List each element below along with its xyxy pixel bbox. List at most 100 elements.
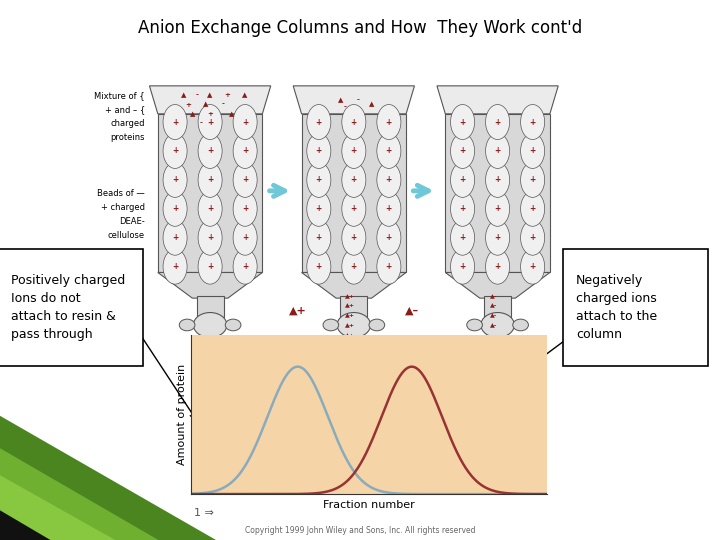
Text: +: + xyxy=(459,204,466,213)
Ellipse shape xyxy=(198,133,222,168)
Ellipse shape xyxy=(377,220,401,255)
Circle shape xyxy=(481,313,514,338)
Ellipse shape xyxy=(451,133,474,168)
Text: +: + xyxy=(242,176,248,184)
Text: charged: charged xyxy=(110,119,145,127)
Circle shape xyxy=(369,319,384,331)
Text: DEAE-: DEAE- xyxy=(119,217,145,226)
Text: +: + xyxy=(495,262,500,271)
Ellipse shape xyxy=(163,163,187,197)
Text: Anion Exchange Columns and How  They Work cont'd: Anion Exchange Columns and How They Work… xyxy=(138,19,582,37)
Polygon shape xyxy=(158,273,262,298)
Text: ▲-: ▲- xyxy=(490,313,497,319)
Polygon shape xyxy=(302,273,406,298)
Text: +: + xyxy=(529,204,536,213)
Ellipse shape xyxy=(342,133,366,168)
Ellipse shape xyxy=(485,249,510,284)
Text: ▲+: ▲+ xyxy=(289,306,307,316)
Ellipse shape xyxy=(377,191,401,226)
Polygon shape xyxy=(0,475,115,540)
Ellipse shape xyxy=(377,105,401,139)
Ellipse shape xyxy=(233,163,257,197)
Text: +: + xyxy=(242,262,248,271)
Text: proteins: proteins xyxy=(110,133,145,141)
Ellipse shape xyxy=(451,220,474,255)
Text: +: + xyxy=(351,146,357,156)
Ellipse shape xyxy=(198,249,222,284)
Text: cellulose: cellulose xyxy=(107,231,145,240)
Text: +: + xyxy=(315,146,322,156)
Text: -: - xyxy=(343,104,346,110)
Text: -: - xyxy=(200,120,203,126)
Polygon shape xyxy=(0,448,158,540)
Ellipse shape xyxy=(233,220,257,255)
Ellipse shape xyxy=(451,163,474,197)
Text: +: + xyxy=(242,118,248,126)
Text: Positively charged
Ions do not
attach to resin &
pass through: Positively charged Ions do not attach to… xyxy=(11,274,125,341)
Text: Mixture of {: Mixture of { xyxy=(94,91,145,100)
Ellipse shape xyxy=(233,249,257,284)
Ellipse shape xyxy=(521,220,544,255)
Text: ▲+: ▲+ xyxy=(344,294,354,299)
Text: ▲: ▲ xyxy=(369,102,374,107)
Text: +: + xyxy=(459,118,466,126)
Text: +: + xyxy=(495,204,500,213)
Ellipse shape xyxy=(307,249,331,284)
Ellipse shape xyxy=(198,191,222,226)
Text: +: + xyxy=(185,102,192,107)
Ellipse shape xyxy=(198,105,222,139)
Text: Negatively
charged ions
attach to the
column: Negatively charged ions attach to the co… xyxy=(576,274,657,341)
Text: +: + xyxy=(529,233,536,242)
Ellipse shape xyxy=(377,133,401,168)
FancyBboxPatch shape xyxy=(158,114,262,273)
Ellipse shape xyxy=(198,220,222,255)
Ellipse shape xyxy=(377,249,401,284)
Ellipse shape xyxy=(163,105,187,139)
Text: +: + xyxy=(207,204,213,213)
Text: +: + xyxy=(172,146,178,156)
Circle shape xyxy=(337,313,371,338)
Ellipse shape xyxy=(485,220,510,255)
Text: +: + xyxy=(386,146,392,156)
Text: +: + xyxy=(207,233,213,242)
X-axis label: Fraction number: Fraction number xyxy=(323,500,415,510)
Text: +: + xyxy=(172,204,178,213)
Text: +: + xyxy=(529,176,536,184)
Ellipse shape xyxy=(485,163,510,197)
FancyBboxPatch shape xyxy=(302,114,406,273)
Text: +: + xyxy=(315,176,322,184)
Text: +: + xyxy=(242,146,248,156)
Ellipse shape xyxy=(198,163,222,197)
Ellipse shape xyxy=(163,220,187,255)
Text: -: - xyxy=(357,97,359,103)
Ellipse shape xyxy=(451,249,474,284)
Text: ▲+: ▲+ xyxy=(344,313,354,319)
Text: Copyright 1999 John Wiley and Sons, Inc. All rights reserved: Copyright 1999 John Wiley and Sons, Inc.… xyxy=(245,525,475,535)
Ellipse shape xyxy=(307,220,331,255)
Text: 1 ⇒: 1 ⇒ xyxy=(194,508,215,518)
Text: +: + xyxy=(315,233,322,242)
Text: +: + xyxy=(207,262,213,271)
Text: ▲: ▲ xyxy=(190,111,195,117)
Ellipse shape xyxy=(342,191,366,226)
Text: +: + xyxy=(351,176,357,184)
Ellipse shape xyxy=(233,133,257,168)
FancyBboxPatch shape xyxy=(563,249,708,366)
Circle shape xyxy=(467,319,482,331)
Ellipse shape xyxy=(377,163,401,197)
Ellipse shape xyxy=(342,220,366,255)
Ellipse shape xyxy=(307,105,331,139)
FancyBboxPatch shape xyxy=(445,114,550,273)
Text: +: + xyxy=(386,176,392,184)
Y-axis label: Amount of protein: Amount of protein xyxy=(176,364,186,465)
Text: +: + xyxy=(351,233,357,242)
Text: +: + xyxy=(172,233,178,242)
Ellipse shape xyxy=(521,105,544,139)
Text: Beads of —: Beads of — xyxy=(97,188,145,198)
Text: ▲: ▲ xyxy=(207,92,213,98)
Polygon shape xyxy=(445,273,550,298)
Text: ▲-: ▲- xyxy=(490,294,497,299)
Text: +: + xyxy=(172,262,178,271)
Text: ▲–: ▲– xyxy=(405,306,419,316)
Ellipse shape xyxy=(451,105,474,139)
